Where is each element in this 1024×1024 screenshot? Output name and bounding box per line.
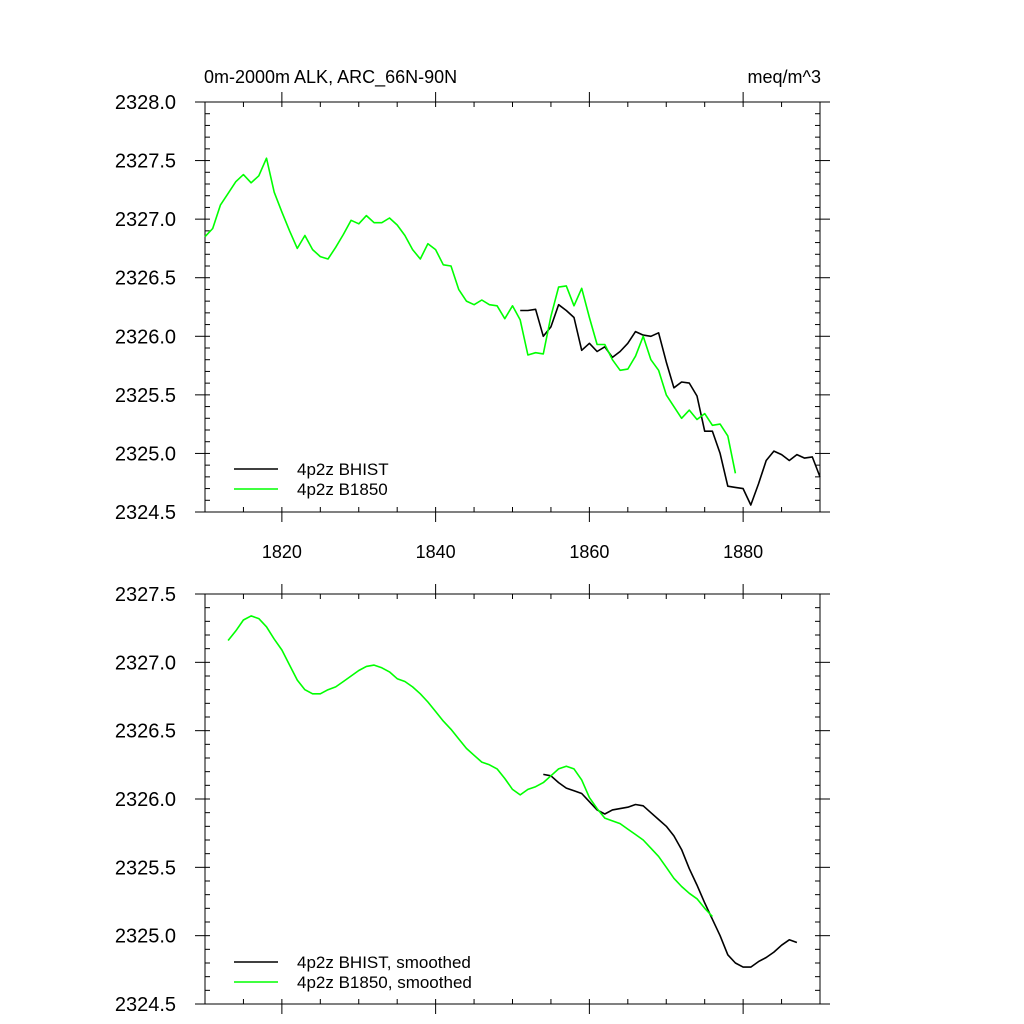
series-line-b1850 <box>204 157 737 474</box>
y-tick-label: 2325.5 <box>115 857 176 879</box>
chart-title: 0m-2000m ALK, ARC_66N-90N <box>204 67 457 88</box>
y-tick-label: 2328.0 <box>115 92 176 114</box>
y-tick-label: 2325.0 <box>115 443 176 465</box>
y-tick-label: 2324.5 <box>115 502 176 524</box>
y-tick-label: 2326.0 <box>115 789 176 811</box>
legend-label: 4p2z B1850, smoothed <box>297 973 472 992</box>
units-label: meq/m^3 <box>748 67 821 87</box>
y-tick-label: 2324.5 <box>115 994 176 1016</box>
series-line-b1850 <box>227 615 713 918</box>
bottom-panel: 2324.5 2325.0 2325.5 2326.0 2326.5 2327.0 2327… <box>115 584 830 1016</box>
x-tick-label: 1880 <box>723 542 763 562</box>
y-tick-label: 2326.5 <box>115 721 176 743</box>
legend-label: 4p2z BHIST, smoothed <box>297 953 471 972</box>
series-line-bhist <box>520 303 821 506</box>
y-tick-label: 2325.5 <box>115 385 176 407</box>
y-tick-label: 2327.5 <box>115 584 176 606</box>
y-tick-label: 2326.5 <box>115 268 176 290</box>
y-tick-label: 2327.0 <box>115 209 176 231</box>
top-panel: 1820 1840 1860 1880 2324.5 2325.0 2325.5 2326.0… <box>115 67 830 562</box>
y-tick-label: 2327.0 <box>115 652 176 674</box>
x-tick-label: 1820 <box>262 542 302 562</box>
legend-label: 4p2z B1850 <box>297 480 388 499</box>
legend-label: 4p2z BHIST <box>297 460 389 479</box>
x-tick-label: 1860 <box>569 542 609 562</box>
y-tick-label: 2326.0 <box>115 326 176 348</box>
y-tick-label: 2325.0 <box>115 926 176 948</box>
y-tick-label: 2327.5 <box>115 151 176 173</box>
series-line-bhist <box>543 773 798 968</box>
x-tick-label: 1840 <box>416 542 456 562</box>
